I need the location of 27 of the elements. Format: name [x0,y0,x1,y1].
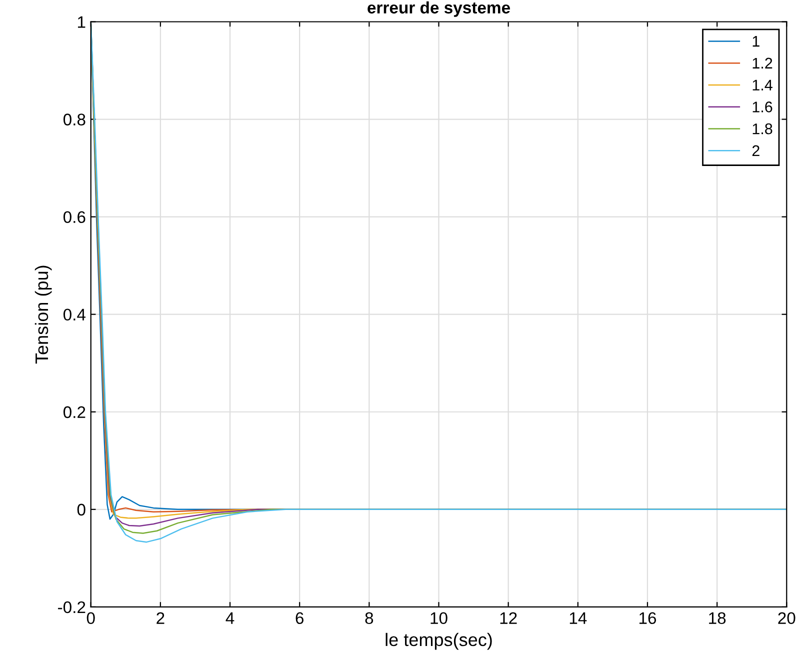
x-tick-label: 2 [156,612,164,624]
legend-label: 1.4 [752,80,772,90]
x-tick-label: 18 [709,612,726,624]
y-tick-label: 0.8 [63,114,86,126]
y-tick-label: 0.2 [63,406,86,418]
y-tick-label: 0.6 [63,211,86,224]
y-tick-label: 1 [78,16,86,28]
x-tick-label: 14 [570,612,587,624]
legend-label: 1.6 [752,102,772,112]
x-tick-label: 10 [430,612,448,624]
y-tick-label: 0 [77,504,86,516]
x-tick-label: 6 [296,612,304,624]
y-axis-title: Tension (pu) [34,266,52,364]
chart-title: erreur de systeme [368,1,510,17]
y-tick-label: -0.2 [58,601,86,614]
legend-label: 1 [752,36,760,47]
legend-label: 1.2 [752,58,772,68]
x-tick-label: 0 [86,612,95,624]
x-tick-label: 12 [500,612,517,624]
x-axis-title: le temps(sec) [386,632,492,650]
legend-label: 1.8 [752,123,772,134]
x-tick-label: 20 [778,612,796,624]
x-tick-label: 4 [226,612,234,624]
x-tick-label: 8 [365,612,374,624]
y-tick-label: 0.4 [63,308,86,321]
legend-label: 2 [752,145,760,156]
x-tick-label: 16 [639,612,656,624]
